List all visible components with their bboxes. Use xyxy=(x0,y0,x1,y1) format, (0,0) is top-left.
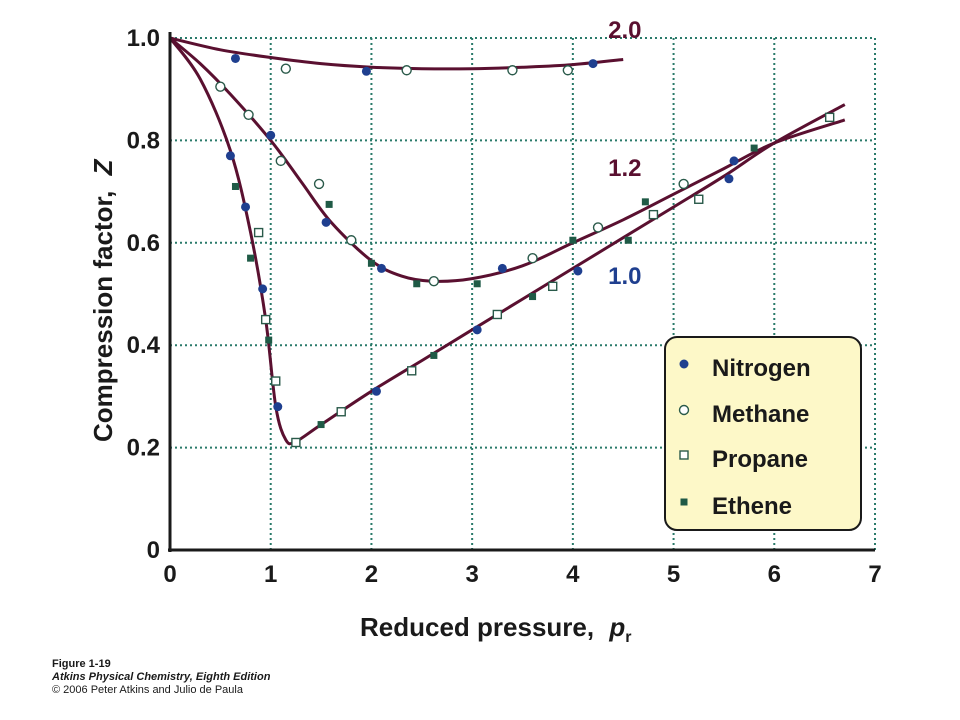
x-tick-label: 1 xyxy=(264,561,277,588)
nitrogen-point xyxy=(241,202,251,212)
nitrogen-point xyxy=(472,325,482,335)
methane-point xyxy=(275,155,286,167)
nitrogen-point xyxy=(230,53,240,63)
nitrogen-point xyxy=(321,217,331,227)
x-tick-label: 0 xyxy=(163,561,176,588)
propane-point xyxy=(548,281,558,292)
legend: Nitrogen Methane Propane Ethene xyxy=(664,336,862,531)
methane-point xyxy=(428,276,440,287)
nitrogen-point xyxy=(588,59,598,69)
propane-point xyxy=(407,366,417,376)
methane-point xyxy=(313,178,325,190)
curve-label-1-0: 1.0 xyxy=(608,263,641,290)
propane-point xyxy=(694,194,704,204)
x-tick-label: 2 xyxy=(365,561,378,588)
data-markers xyxy=(215,53,835,448)
x-axis-title: Reduced pressure, pr xyxy=(360,612,631,646)
ethene-point xyxy=(750,144,758,152)
figure-number: Figure 1-19 xyxy=(52,658,111,670)
nitrogen-point xyxy=(497,263,507,273)
legend-marker-propane xyxy=(679,450,689,460)
propane-point xyxy=(824,112,835,123)
legend-label-ethene: Ethene xyxy=(712,493,792,520)
x-tick-label: 4 xyxy=(566,561,580,588)
methane-point xyxy=(527,252,538,264)
nitrogen-point xyxy=(273,402,283,412)
figure-caption: Figure 1-19 Atkins Physical Chemistry, E… xyxy=(52,658,270,697)
nitrogen-point xyxy=(573,266,583,276)
nitrogen-point xyxy=(225,151,235,161)
methane-point xyxy=(562,65,574,76)
nitrogen-point xyxy=(729,156,739,166)
propane-point xyxy=(253,227,264,238)
ethene-point xyxy=(231,182,239,190)
legend-label-nitrogen: Nitrogen xyxy=(712,355,811,382)
propane-point xyxy=(336,407,346,417)
book-title: Atkins Physical Chemistry, Eighth Editio… xyxy=(52,671,271,683)
ethene-point xyxy=(247,254,255,262)
ethene-point xyxy=(624,236,632,244)
ethene-point xyxy=(430,351,438,359)
ethene-point xyxy=(473,280,481,288)
ethene-point xyxy=(325,200,333,208)
legend-box xyxy=(664,336,862,531)
curve-label-1-2: 1.2 xyxy=(608,155,641,182)
y-tick-label: 0 xyxy=(147,537,160,564)
ethene-point xyxy=(529,293,537,301)
y-tick-label: 0.2 xyxy=(127,435,160,462)
x-tick-label: 3 xyxy=(465,561,478,588)
grid xyxy=(170,37,876,550)
curve-label-2-0: 2.0 xyxy=(608,17,641,44)
x-tick-label: 6 xyxy=(768,561,781,588)
copyright-line: © 2006 Peter Atkins and Julio de Paula xyxy=(52,684,243,696)
axes: 0 1 2 3 4 5 6 7 0 0.2 0.4 0.6 0.8 1.0 xyxy=(127,25,882,588)
nitrogen-point xyxy=(258,284,268,294)
methane-point xyxy=(401,65,412,76)
propane-point xyxy=(291,437,301,448)
ethene-point xyxy=(367,259,375,267)
methane-point xyxy=(678,178,689,190)
curve-2-0 xyxy=(169,36,624,71)
nitrogen-point xyxy=(266,130,276,140)
y-tick-label: 0.6 xyxy=(127,230,160,257)
y-tick-label: 1.0 xyxy=(127,25,160,52)
methane-point xyxy=(346,235,357,246)
nitrogen-point xyxy=(361,66,371,76)
legend-marker-nitrogen xyxy=(679,359,689,369)
y-axis-title: Compression factor, Z xyxy=(88,158,118,442)
legend-label-methane: Methane xyxy=(712,401,809,428)
ethene-point xyxy=(265,336,273,344)
y-tick-label: 0.4 xyxy=(127,332,161,359)
ethene-point xyxy=(317,421,325,429)
legend-marker-ethene xyxy=(680,498,688,506)
methane-point xyxy=(507,65,518,76)
methane-point xyxy=(280,63,292,74)
ethene-point xyxy=(569,236,577,244)
propane-point xyxy=(260,314,271,325)
ethene-point xyxy=(413,280,421,288)
ethene-point xyxy=(641,198,649,206)
propane-point xyxy=(271,376,281,386)
x-tick-label: 7 xyxy=(868,561,881,588)
methane-point xyxy=(215,81,226,92)
nitrogen-point xyxy=(377,263,386,273)
nitrogen-point xyxy=(724,174,734,184)
legend-marker-methane xyxy=(678,404,690,416)
nitrogen-point xyxy=(371,386,381,396)
propane-point xyxy=(648,209,659,220)
methane-point xyxy=(592,222,604,233)
propane-point xyxy=(492,309,503,320)
x-tick-label: 5 xyxy=(667,561,680,588)
legend-label-propane: Propane xyxy=(712,446,808,473)
curve-1-0 xyxy=(168,37,846,446)
methane-point xyxy=(243,109,254,121)
y-tick-label: 0.8 xyxy=(127,127,160,154)
